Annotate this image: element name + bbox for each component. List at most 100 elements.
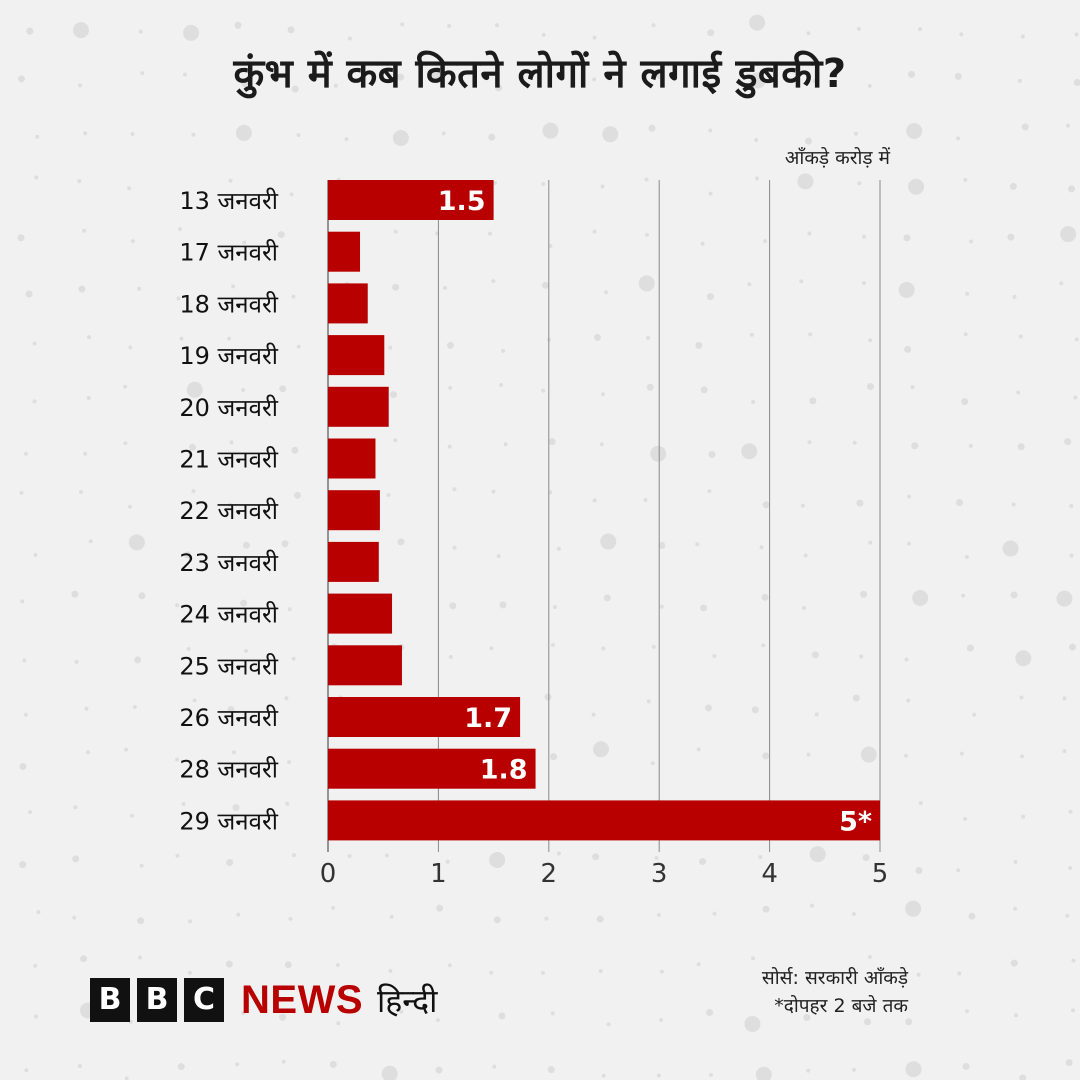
background-dot	[384, 853, 389, 858]
background-dot	[646, 699, 651, 704]
background-dot	[1017, 78, 1022, 83]
bar	[328, 541, 379, 582]
background-dot	[495, 23, 500, 28]
bar	[328, 180, 494, 220]
background-dot	[182, 72, 187, 77]
background-dot	[964, 1009, 969, 1014]
background-dot	[32, 341, 37, 346]
background-dot	[1069, 553, 1074, 558]
unit-note: आँकड़े करोड़ में	[784, 147, 890, 169]
background-dot	[329, 1060, 337, 1068]
background-dot	[594, 333, 602, 341]
background-dot	[656, 913, 661, 918]
background-dot	[762, 501, 770, 509]
background-dot	[867, 955, 872, 960]
background-dot	[747, 282, 752, 287]
background-dot	[501, 348, 506, 353]
background-dot	[964, 555, 969, 560]
background-dot	[699, 857, 707, 865]
background-dot	[646, 383, 654, 391]
background-dot	[704, 71, 712, 79]
background-dot	[706, 293, 714, 301]
background-dot	[1056, 590, 1073, 607]
bar	[328, 283, 368, 324]
background-dot	[175, 853, 180, 858]
background-dot	[293, 491, 301, 499]
background-dot	[861, 281, 866, 286]
background-dot	[1068, 865, 1073, 870]
background-dot	[601, 1073, 606, 1078]
background-dot	[749, 332, 754, 337]
category-label: 18 जनवरी	[179, 290, 278, 318]
background-dot	[241, 80, 249, 88]
background-dot	[1062, 696, 1067, 701]
background-dot	[599, 442, 604, 447]
background-dot	[963, 332, 968, 337]
background-dot	[435, 1066, 443, 1074]
background-dot	[859, 654, 864, 659]
background-dot	[1019, 695, 1024, 700]
background-dot	[279, 1013, 287, 1021]
background-dot	[806, 752, 811, 757]
background-dot	[493, 181, 498, 186]
background-dot	[443, 285, 448, 290]
background-dot	[1065, 1059, 1073, 1067]
background-dot	[124, 1076, 129, 1080]
background-dot	[19, 490, 24, 495]
x-tick-label: 5	[872, 859, 889, 889]
background-dot	[918, 27, 923, 32]
background-dot	[19, 762, 27, 770]
background-dot	[802, 605, 807, 610]
background-dot	[544, 916, 549, 921]
background-dot	[183, 551, 191, 559]
background-dot	[809, 846, 826, 863]
background-dot	[645, 232, 650, 237]
background-dot	[1002, 540, 1019, 557]
background-dot	[918, 801, 923, 806]
bar	[328, 593, 393, 634]
background-dot	[289, 192, 294, 197]
background-dot	[229, 440, 234, 445]
background-dot	[963, 816, 968, 821]
background-dot	[452, 545, 457, 550]
background-dot	[867, 83, 872, 88]
background-dot	[1021, 123, 1029, 131]
data-label: 1.8	[480, 755, 528, 786]
bar	[328, 231, 361, 272]
background-dot	[191, 132, 196, 137]
background-dot	[708, 128, 713, 133]
background-dot	[241, 388, 246, 393]
background-dot	[33, 963, 38, 968]
background-dot	[34, 175, 39, 180]
background-dot	[452, 487, 457, 492]
background-dot	[228, 502, 233, 507]
background-dot	[659, 604, 664, 609]
background-dot	[187, 970, 192, 975]
background-dot	[860, 746, 877, 763]
background-dot	[489, 646, 494, 651]
x-tick-label: 2	[541, 859, 558, 889]
background-dot	[1062, 749, 1067, 754]
background-dot	[128, 345, 133, 350]
background-dot	[758, 855, 763, 860]
background-dot	[658, 541, 666, 549]
background-dot	[548, 243, 553, 248]
background-dot	[754, 176, 759, 181]
background-dot	[708, 451, 716, 459]
footer-note: सोर्स: सरकारी आँकड़े *दोपहर 2 बजे तक	[762, 964, 908, 1020]
background-dot	[244, 648, 249, 653]
background-dot	[23, 451, 28, 456]
background-dot	[603, 594, 611, 602]
background-dot	[83, 451, 88, 456]
background-dot	[24, 1068, 29, 1073]
background-dot	[392, 129, 409, 146]
background-dot	[336, 1021, 341, 1026]
background-dot	[489, 851, 506, 868]
background-dot	[654, 855, 659, 860]
category-label: 20 जनवरी	[179, 394, 278, 422]
background-dot	[712, 654, 717, 659]
category-label: 28 जनवरी	[179, 756, 278, 784]
background-dot	[277, 231, 285, 239]
background-dot	[956, 499, 964, 507]
data-label: 1.5	[438, 186, 486, 217]
